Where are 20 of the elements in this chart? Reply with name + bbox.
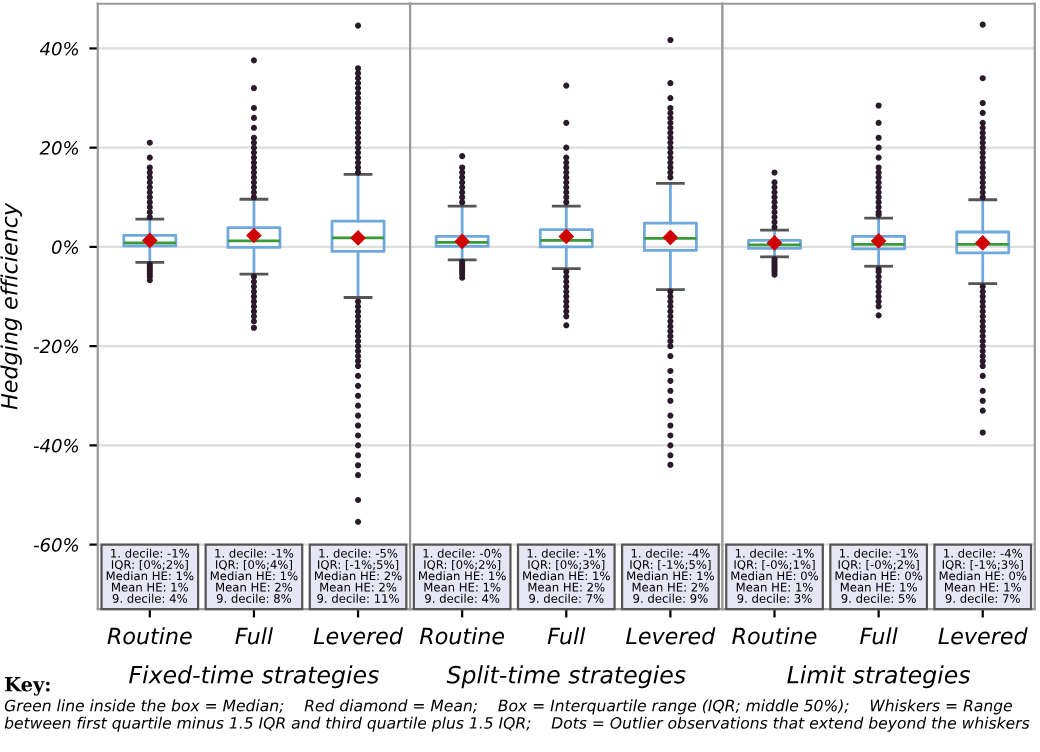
text: Key: [5, 677, 50, 696]
y-tick-label: -40% [33, 438, 79, 453]
x-axis-title: Fixed-time strategies [129, 665, 379, 689]
y-tick-label: 20% [39, 141, 79, 155]
x-tick-label: Levered [938, 627, 1028, 645]
x-tick-label: Levered [626, 627, 716, 645]
x-tick-label: Routine [732, 627, 817, 645]
x-tick-label: Full [235, 627, 273, 645]
x-axis-title: Split-time strategies [446, 665, 686, 689]
x-tick-label: Routine [107, 627, 192, 645]
y-tick-label: -60% [33, 538, 79, 552]
y-tick-label: -20% [33, 339, 79, 354]
x-tick-label: Full [547, 627, 586, 645]
x-tick-label: Routine [419, 627, 505, 645]
x-tick-label: Full [860, 627, 898, 645]
y-axis-title: Hedging efficiency [0, 202, 22, 410]
x-tick-label: Levered [313, 627, 404, 645]
y-tick-label: 0% [51, 240, 79, 255]
y-tick-label: 40% [39, 41, 79, 56]
x-axis-title: Limit strategies [787, 665, 971, 689]
